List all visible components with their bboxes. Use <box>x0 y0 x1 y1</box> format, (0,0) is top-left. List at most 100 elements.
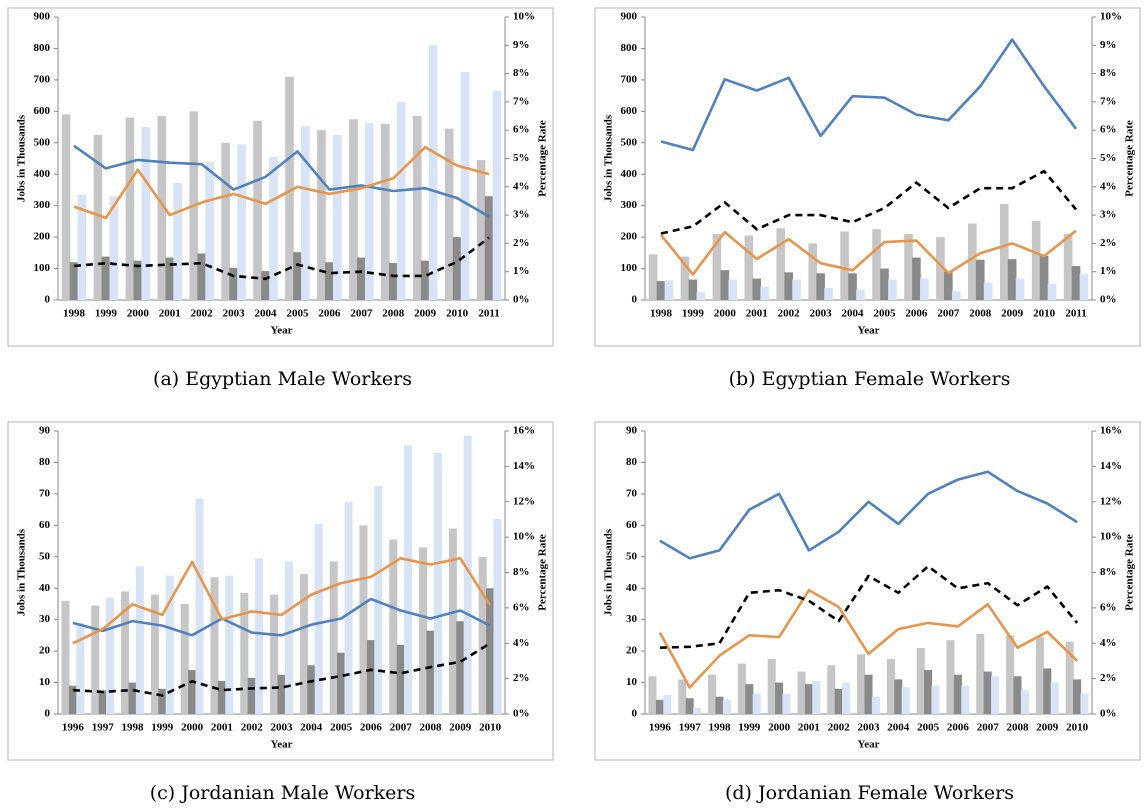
chart-frame <box>594 421 1141 761</box>
bar <box>816 273 825 300</box>
y2-tick-label: 5% <box>1100 152 1117 164</box>
x-tick-label: 2006 <box>947 722 970 734</box>
bar <box>864 674 873 714</box>
bar <box>141 127 151 300</box>
bar <box>931 685 940 714</box>
y2-tick-label: 0% <box>513 294 530 306</box>
bar <box>404 445 413 714</box>
bar <box>953 674 962 714</box>
y-axis-label: Jobs in Thousands <box>603 528 615 616</box>
bar <box>1015 278 1025 300</box>
caption: (b) Egyptian Female Workers <box>729 368 1011 390</box>
bar <box>678 679 687 714</box>
y-tick-label: 500 <box>621 136 638 148</box>
y-tick-label: 40 <box>39 582 51 594</box>
bar <box>476 160 486 300</box>
x-tick-label: 2008 <box>382 308 405 320</box>
line <box>659 470 1078 560</box>
bar <box>1007 259 1017 300</box>
y-tick-label: 800 <box>34 42 51 54</box>
x-tick-label: 2009 <box>449 722 472 734</box>
bar <box>165 575 174 714</box>
bar <box>61 114 71 300</box>
y2-tick-label: 2% <box>513 672 530 684</box>
bar <box>493 519 502 714</box>
y2-tick-label: 7% <box>513 95 530 107</box>
bar <box>106 597 115 714</box>
bar <box>426 630 435 714</box>
bar <box>776 228 786 300</box>
bar <box>924 669 933 714</box>
x-tick-label: 2005 <box>286 308 309 320</box>
bar <box>1039 255 1049 300</box>
x-tick-label: 2000 <box>714 308 737 320</box>
y-tick-label: 0 <box>45 708 51 720</box>
chart-frame <box>7 7 554 347</box>
bar <box>128 682 137 714</box>
x-tick-label: 1997 <box>92 722 115 734</box>
bar <box>125 117 135 300</box>
bar <box>745 684 754 714</box>
bar <box>255 558 264 714</box>
y2-tick-label: 7% <box>1100 95 1117 107</box>
y-tick-label: 400 <box>621 168 638 180</box>
y-tick-label: 500 <box>34 136 51 148</box>
bar <box>904 233 913 300</box>
bar <box>229 267 238 300</box>
bar <box>680 256 690 300</box>
y2-tick-label: 3% <box>513 209 530 221</box>
bar <box>664 280 674 300</box>
y2-tick-label: 4% <box>513 637 530 649</box>
chart: 0 100 200 300 400 500 600 700 800 900 0% 1% 2% 3% 4% 5%… <box>594 7 1141 390</box>
x-tick-label: 2005 <box>330 722 353 734</box>
bar <box>976 633 985 714</box>
bar <box>253 120 262 301</box>
y-tick-label: 200 <box>34 231 51 243</box>
bar <box>492 90 502 301</box>
bar <box>744 235 754 300</box>
y2-tick-label: 3% <box>1100 209 1117 221</box>
x-tick-label: 2002 <box>778 308 801 320</box>
x-tick-label: 1998 <box>709 722 732 734</box>
x-tick-label: 2005 <box>873 308 896 320</box>
bar <box>420 260 430 300</box>
bar <box>696 292 706 300</box>
bar <box>205 161 214 300</box>
bar <box>329 561 338 714</box>
bar <box>150 594 159 714</box>
bar <box>708 674 717 714</box>
y2-tick-label: 14% <box>1100 460 1122 472</box>
y2-axis-label: Percentage Rate <box>1124 534 1136 611</box>
x-tick-label: 2003 <box>271 722 294 734</box>
y2-tick-label: 9% <box>513 39 530 51</box>
bar <box>349 119 358 300</box>
caption: (a) Egyptian Male Workers <box>153 368 412 390</box>
y2-tick-label: 16% <box>513 425 535 437</box>
x-tick-label: 2004 <box>842 308 865 320</box>
caption: (d) Jordanian Female Workers <box>725 782 1014 804</box>
x-tick-label: 2002 <box>828 722 851 734</box>
y-tick-label: 70 <box>626 487 638 499</box>
x-tick-label: 2010 <box>1066 722 1089 734</box>
bar <box>912 257 921 300</box>
caption: (c) Jordanian Male Workers <box>150 782 416 804</box>
bar <box>1013 676 1022 714</box>
x-tick-label: 2007 <box>977 722 1000 734</box>
bar <box>722 699 731 714</box>
bar <box>797 671 806 714</box>
bar <box>173 183 182 300</box>
bar <box>848 273 857 300</box>
y2-tick-label: 2% <box>1100 237 1117 249</box>
bar <box>240 592 249 714</box>
bar <box>301 126 310 301</box>
x-tick-label: 2001 <box>211 722 233 734</box>
bar <box>999 204 1009 300</box>
bar <box>842 682 851 714</box>
x-tick-label: 1998 <box>63 308 86 320</box>
y-tick-label: 40 <box>626 582 638 594</box>
line <box>72 597 491 637</box>
bar <box>834 688 843 714</box>
bar <box>261 271 270 300</box>
bar <box>195 498 204 714</box>
bar <box>752 693 761 714</box>
